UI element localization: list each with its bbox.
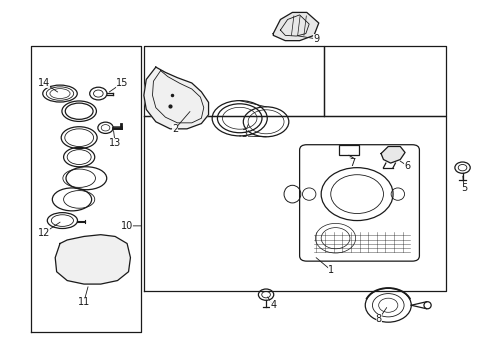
Text: 4: 4 — [270, 300, 276, 310]
Text: 6: 6 — [404, 161, 409, 171]
Text: 7: 7 — [348, 158, 355, 168]
Polygon shape — [55, 235, 130, 284]
Text: 5: 5 — [460, 183, 466, 193]
Text: 11: 11 — [78, 297, 90, 307]
Polygon shape — [273, 12, 318, 41]
Text: 1: 1 — [327, 265, 333, 275]
Text: 3: 3 — [241, 129, 247, 139]
Text: 12: 12 — [38, 228, 50, 238]
Text: 14: 14 — [38, 78, 50, 88]
Text: 10: 10 — [121, 221, 133, 231]
Polygon shape — [143, 67, 208, 129]
Text: 9: 9 — [313, 34, 319, 44]
Polygon shape — [380, 147, 404, 163]
Text: 15: 15 — [116, 78, 128, 88]
Text: 13: 13 — [109, 138, 121, 148]
Text: 2: 2 — [172, 124, 178, 134]
Text: 8: 8 — [375, 314, 381, 324]
Bar — [339, 145, 358, 155]
